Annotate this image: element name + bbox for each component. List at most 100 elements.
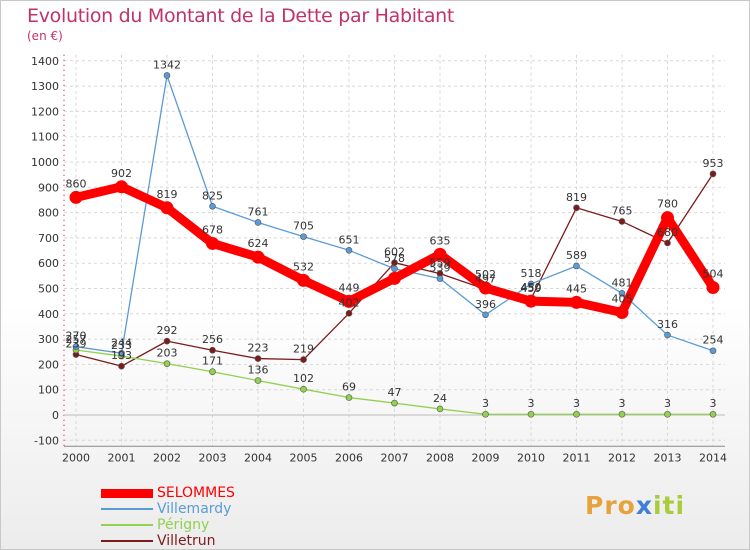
data-label: 450 <box>521 281 542 294</box>
legend-label: SELOMMES <box>157 485 235 501</box>
y-tick-label: 1200 <box>31 105 59 118</box>
data-label: 445 <box>566 282 587 295</box>
data-point-selommes <box>115 180 128 194</box>
data-point-villemardy <box>391 265 398 273</box>
data-label: 24 <box>433 392 447 405</box>
data-point-villetrun <box>573 204 580 212</box>
x-tick-label: 2002 <box>153 451 181 464</box>
chart-title: Evolution du Montant de la Dette par Hab… <box>27 5 455 27</box>
data-label: 635 <box>430 234 451 247</box>
data-point-villemardy <box>209 202 216 210</box>
y-tick-label: 200 <box>38 358 59 371</box>
data-point-périgny <box>209 368 216 376</box>
data-label: 102 <box>293 372 314 385</box>
data-point-selommes <box>706 280 720 294</box>
data-label: 223 <box>248 342 269 355</box>
data-point-villemardy <box>527 280 535 288</box>
y-tick-label: 500 <box>38 283 59 296</box>
legend: SELOMMES Villemardy Périgny Villetrun <box>101 485 235 549</box>
data-point-villemardy <box>300 233 307 240</box>
x-tick-label: 2004 <box>244 451 272 464</box>
data-point-villetrun <box>163 337 171 345</box>
data-label: 518 <box>521 267 542 280</box>
data-label: 3 <box>710 397 717 410</box>
data-label: 219 <box>293 343 314 356</box>
data-label: 136 <box>248 364 269 377</box>
data-point-selommes <box>524 294 538 308</box>
data-point-villemardy <box>163 72 171 79</box>
data-point-selommes <box>661 211 674 225</box>
data-point-périgny <box>436 405 444 413</box>
legend-label: Périgny <box>157 517 210 533</box>
data-label: 602 <box>384 246 405 259</box>
data-label: 402 <box>339 296 360 309</box>
data-point-villetrun <box>345 309 353 317</box>
legend-label: Villemardy <box>157 501 232 517</box>
legend-item: Villemardy <box>101 501 235 517</box>
data-label: 780 <box>657 198 678 211</box>
data-label: 902 <box>111 167 132 180</box>
data-label: 539 <box>430 262 451 275</box>
data-point-villemardy <box>664 331 671 339</box>
data-point-périgny <box>345 394 353 401</box>
data-label: 316 <box>657 318 678 331</box>
data-point-villemardy <box>254 219 262 226</box>
data-point-périgny <box>163 360 171 367</box>
y-tick-label: -100 <box>34 434 59 447</box>
y-tick-label: 1000 <box>31 156 59 169</box>
data-label: 502 <box>475 268 496 281</box>
data-label: 825 <box>202 189 223 202</box>
data-point-villetrun <box>300 356 307 363</box>
data-label: 589 <box>566 249 587 262</box>
legend-swatch <box>101 508 153 510</box>
chart-subtitle: (en €) <box>27 29 63 43</box>
data-point-selommes <box>388 271 401 285</box>
x-tick-label: 2012 <box>608 451 636 464</box>
x-tick-label: 2006 <box>335 451 363 464</box>
data-point-périgny <box>482 410 489 418</box>
legend-swatch <box>101 540 153 542</box>
y-tick-label: 300 <box>38 333 59 346</box>
data-point-villemardy <box>72 343 80 350</box>
data-label: 578 <box>384 252 405 265</box>
data-label: 1342 <box>153 58 181 71</box>
y-tick-label: 900 <box>38 181 59 194</box>
data-point-périgny <box>709 410 717 418</box>
data-label: 953 <box>703 157 724 170</box>
logo-part-pro: Pro <box>585 491 636 520</box>
data-label: 504 <box>703 267 724 280</box>
data-label: 678 <box>202 223 223 236</box>
data-label: 193 <box>111 349 132 362</box>
data-label: 705 <box>293 220 314 233</box>
data-label: 405 <box>612 293 633 306</box>
y-tick-label: 1100 <box>31 131 59 144</box>
logo-part-x: x <box>635 491 653 520</box>
data-label: 651 <box>339 233 360 246</box>
x-tick-label: 2007 <box>381 451 409 464</box>
x-tick-label: 2010 <box>517 451 545 464</box>
data-label: 680 <box>657 226 678 239</box>
x-tick-label: 2000 <box>62 451 90 464</box>
data-label: 47 <box>388 386 402 399</box>
logo-part-iti: iti <box>652 491 686 520</box>
x-tick-label: 2003 <box>199 451 227 464</box>
data-point-selommes <box>433 247 447 261</box>
legend-item: Villetrun <box>101 533 235 549</box>
data-label: 481 <box>612 276 633 289</box>
data-point-périgny <box>618 410 626 418</box>
data-point-périgny <box>254 377 262 384</box>
y-tick-label: 0 <box>52 409 59 422</box>
data-label: 270 <box>66 330 87 343</box>
data-label: 497 <box>475 272 496 285</box>
data-point-périgny <box>664 410 671 418</box>
data-point-villetrun <box>618 218 626 225</box>
data-label: 765 <box>612 204 633 217</box>
data-label: 257 <box>66 333 87 346</box>
data-point-villetrun <box>709 170 717 178</box>
x-tick-label: 2001 <box>108 451 136 464</box>
data-point-villetrun <box>664 239 671 247</box>
data-point-périgny <box>391 399 398 407</box>
y-tick-label: 1400 <box>31 55 59 68</box>
data-label: 3 <box>482 397 489 410</box>
